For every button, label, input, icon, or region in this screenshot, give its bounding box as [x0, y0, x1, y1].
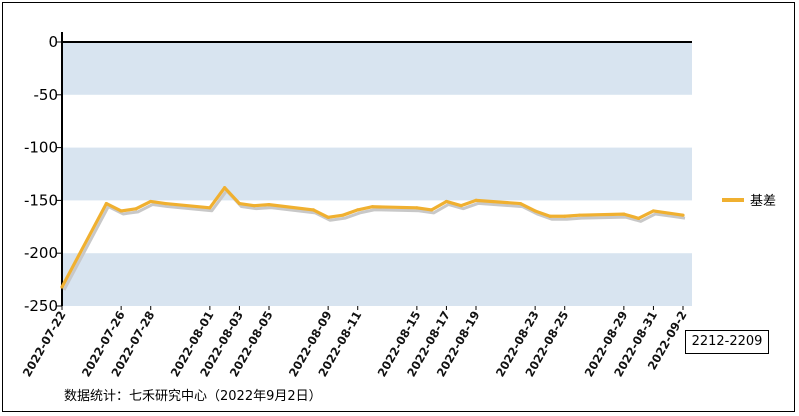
- data-point: [651, 209, 656, 213]
- data-point: [577, 213, 582, 217]
- contract-label: 2212-2209: [685, 330, 769, 354]
- data-point: [149, 199, 153, 204]
- data-point: [119, 209, 123, 213]
- data-point: [252, 204, 256, 208]
- data-point: [666, 211, 670, 215]
- y-tick-label: -250: [24, 297, 58, 315]
- data-point: [563, 214, 567, 218]
- data-point: [341, 213, 345, 217]
- data-point: [415, 206, 419, 210]
- y-tick-label: -200: [24, 244, 58, 262]
- data-point: [311, 208, 315, 212]
- data-point: [326, 215, 330, 219]
- legend-label: 基差: [750, 194, 776, 209]
- data-point: [370, 205, 375, 209]
- data-point: [134, 207, 138, 211]
- y-tick-label: -100: [24, 139, 58, 157]
- data-point: [444, 199, 449, 204]
- data-point: [622, 212, 626, 216]
- data-point: [208, 206, 212, 210]
- y-tick-label: -150: [24, 191, 58, 209]
- y-tick-label: -50: [34, 86, 59, 104]
- plot-band-0: [62, 42, 692, 95]
- data-point: [518, 201, 522, 206]
- data-point: [267, 203, 271, 207]
- series-shadow-line: [62, 189, 686, 291]
- data-point: [459, 204, 463, 208]
- source-note: 数据统计：七禾研究中心（2022年9月2日）: [64, 389, 322, 404]
- data-point: [637, 216, 641, 220]
- data-point: [681, 213, 685, 217]
- data-point: [237, 201, 242, 206]
- data-point: [163, 201, 168, 206]
- data-point: [548, 214, 552, 218]
- data-point: [430, 208, 434, 212]
- data-point: [223, 186, 227, 190]
- x-tick-label: 2022-07-22: [20, 309, 69, 380]
- data-point: [60, 285, 64, 289]
- plot-band-2: [62, 253, 692, 306]
- data-point: [356, 208, 360, 212]
- data-point: [533, 209, 537, 213]
- plot-band-1: [62, 147, 692, 201]
- data-point: [104, 201, 108, 206]
- data-point: [474, 198, 478, 202]
- y-tick-label: 0: [48, 33, 58, 51]
